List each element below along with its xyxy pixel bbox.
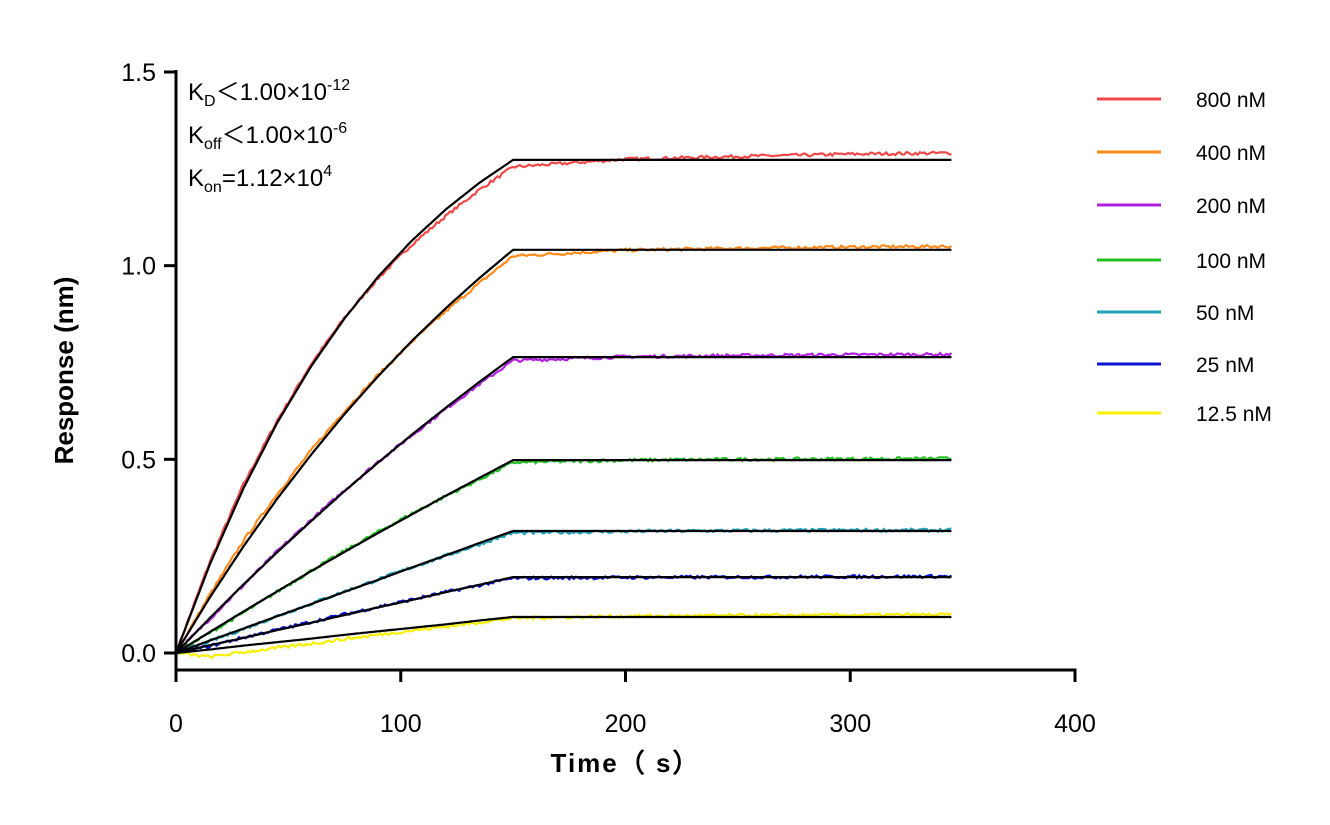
x-tick-label: 200 — [605, 710, 647, 738]
measured-line-1 — [175, 243, 953, 654]
measured-line-3 — [175, 456, 952, 655]
fit-line-6 — [175, 615, 952, 655]
fit-line-1 — [175, 248, 952, 654]
kd-annotation: KD＜1.00×10-12 — [188, 77, 351, 110]
legend-label: 800 nM — [1196, 89, 1266, 112]
y-tick-label: 1.5 — [121, 59, 156, 87]
x-axis-label: Time（ s） — [551, 748, 701, 778]
fit-line-0 — [174, 158, 952, 654]
fit-line-3 — [175, 459, 952, 654]
legend-label: 200 nM — [1196, 195, 1266, 218]
fit-line-5 — [175, 576, 952, 655]
y-tick-label: 1.0 — [121, 253, 156, 281]
y-axis-label: Response (nm) — [49, 277, 79, 465]
x-tick-label: 300 — [829, 710, 871, 738]
kon-annotation: Kon=1.12×104 — [188, 163, 333, 196]
legend-label: 25 nM — [1196, 354, 1254, 377]
y-tick-label: 0.0 — [121, 640, 156, 668]
measured-line-6 — [176, 611, 952, 660]
fit-line-2 — [175, 356, 952, 654]
x-tick-label: 400 — [1054, 710, 1096, 738]
y-tick-label: 0.5 — [121, 446, 156, 474]
legend-label: 100 nM — [1196, 250, 1266, 273]
legend-label: 400 nM — [1196, 142, 1266, 165]
koff-annotation: Koff＜1.00×10-6 — [188, 120, 348, 153]
measured-line-4 — [175, 527, 952, 655]
fit-line-4 — [175, 529, 952, 655]
x-tick-label: 100 — [380, 710, 422, 738]
x-tick-label: 0 — [169, 710, 183, 738]
legend-label: 12.5 nM — [1196, 403, 1272, 426]
legend-label: 50 nM — [1196, 302, 1254, 325]
